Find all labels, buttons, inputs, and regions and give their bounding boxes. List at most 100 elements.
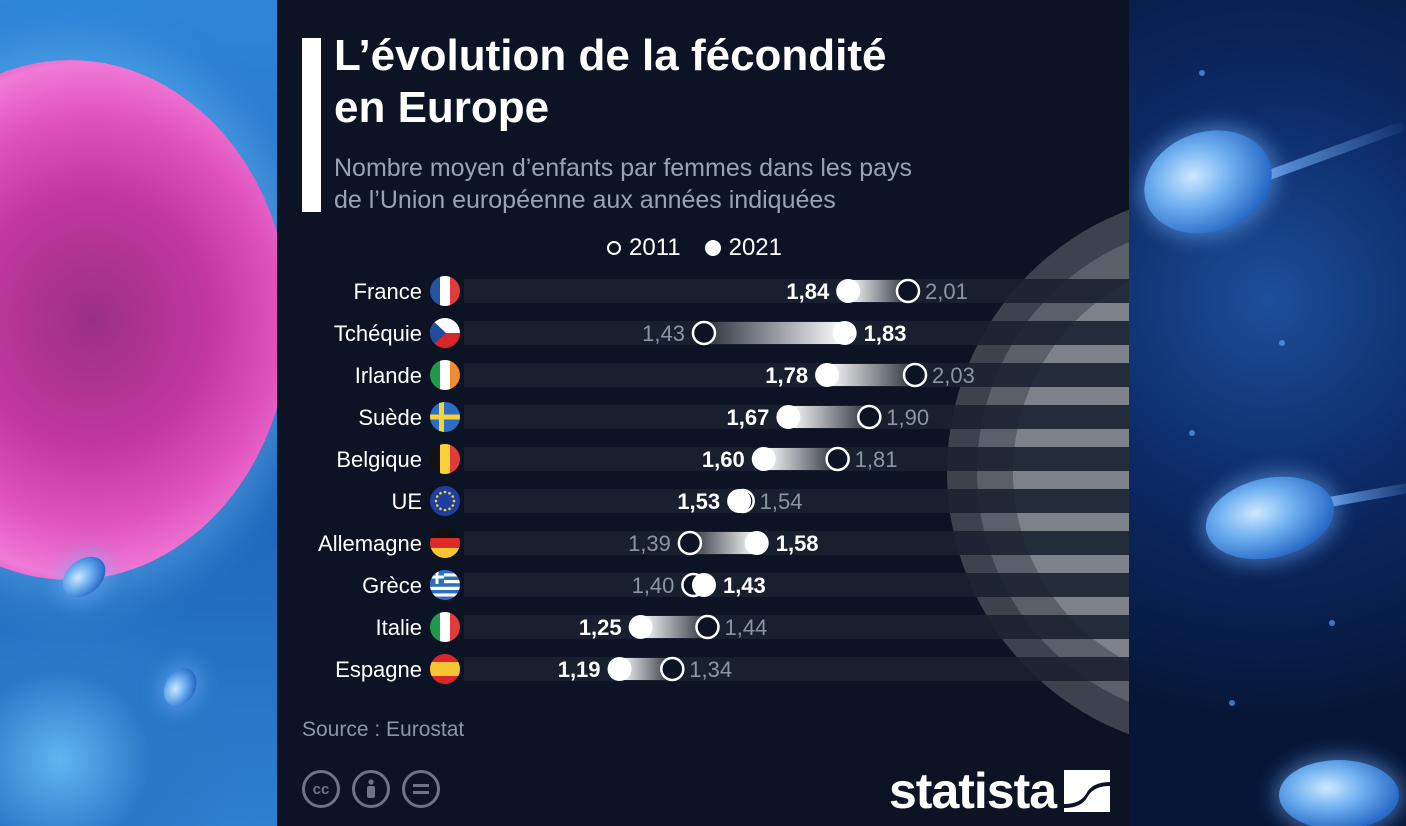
connector-bar (689, 532, 757, 554)
value-label-2021: 1,19 (558, 657, 601, 682)
country-label: Tchéquie (334, 321, 422, 346)
country-label: Grèce (362, 573, 422, 598)
row-band (464, 363, 1129, 387)
row-band (464, 615, 1129, 639)
row-band (464, 657, 1129, 681)
legend: 2011 2021 (607, 232, 806, 264)
value-label-2021: 1,67 (727, 405, 770, 430)
egg-cell-image (0, 60, 277, 580)
dumbbell-chart: France 1,84 2,01 Tchéquie 1,83 1,43 Irlande 1,7… (318, 276, 1129, 684)
connector-bar (788, 406, 870, 428)
value-label-2011: 2,03 (932, 363, 975, 388)
value-label-2021: 1,84 (786, 279, 830, 304)
country-label: Allemagne (318, 531, 422, 556)
license-icons: cc (302, 770, 452, 808)
marker-2011 (691, 320, 717, 346)
infographic-panel: L’évolution de la fécondité en Europe No… (277, 0, 1129, 826)
brand-name: statista (889, 763, 1057, 819)
flag-eu-icon (430, 486, 460, 516)
country-label: Irlande (355, 363, 422, 388)
value-label-2021: 1,25 (579, 615, 622, 640)
connector-bar (827, 364, 916, 386)
flag-czechia-icon (430, 318, 460, 348)
creative-commons-icon[interactable]: cc (302, 770, 340, 808)
marker-2011 (895, 278, 921, 304)
value-label-2011: 1,39 (628, 531, 671, 556)
marker-2011 (695, 614, 720, 640)
row-band (464, 279, 1129, 303)
marker-2021 (607, 657, 632, 681)
marker-2021 (628, 615, 653, 639)
marker-2021 (751, 447, 776, 471)
connector-bar (619, 658, 673, 680)
sperm-image (1279, 760, 1399, 826)
chart-subtitle: Nombre moyen d’enfants par femmes dans l… (334, 154, 913, 214)
legend-item-2021: 2021 (704, 234, 782, 262)
marker-2011 (825, 446, 850, 472)
marker-2011 (677, 530, 703, 556)
flag-belgium-icon (430, 444, 460, 474)
marker-2021 (691, 573, 716, 597)
sperm-image (1198, 465, 1342, 571)
country-label: Italie (376, 615, 422, 640)
country-label: Suède (358, 405, 422, 430)
flag-greece-icon (430, 570, 460, 600)
value-label-2011: 1,40 (632, 573, 675, 598)
row-band (464, 573, 1129, 597)
marker-2021 (836, 279, 861, 303)
value-label-2021: 1,83 (864, 321, 907, 346)
flag-germany-icon (430, 528, 460, 558)
country-label: Belgique (336, 447, 422, 472)
filled-marker-icon (704, 240, 721, 256)
country-label: Espagne (335, 657, 422, 682)
value-label-2011: 1,54 (760, 489, 803, 514)
no-derivatives-icon[interactable] (402, 770, 440, 808)
marker-2021 (727, 489, 752, 513)
chart-title: L’évolution de la fécondité en Europe (334, 31, 887, 132)
flag-ireland-icon (430, 360, 460, 390)
marker-2011 (857, 404, 882, 430)
value-label-2011: 1,34 (689, 657, 732, 682)
sperm-image (157, 662, 203, 712)
value-label-2021: 1,43 (723, 573, 766, 598)
marker-2021 (815, 363, 840, 387)
title-accent-bar (302, 38, 321, 212)
background-right-image (1129, 0, 1406, 826)
value-label-2021: 1,58 (776, 531, 819, 556)
sperm-image (1130, 114, 1286, 250)
marker-2021 (776, 405, 801, 429)
statista-logo[interactable]: statista (889, 762, 1111, 820)
flag-france-icon (430, 276, 460, 306)
marker-2021 (744, 531, 769, 555)
legend-label-2011: 2011 (629, 234, 681, 261)
value-label-2011: 1,43 (642, 321, 685, 346)
legend-label-2021: 2021 (728, 234, 782, 261)
marker-2011 (902, 362, 928, 388)
ring-marker-icon (607, 241, 621, 255)
row-band (464, 489, 1129, 513)
value-label-2011: 2,01 (925, 279, 968, 304)
country-label: UE (391, 489, 422, 514)
marker-2021 (832, 321, 857, 345)
connector-bar (640, 616, 708, 638)
connector-bar (703, 322, 845, 344)
flag-sweden-icon (430, 402, 460, 432)
value-label-2011: 1,81 (855, 447, 898, 472)
marker-2011 (660, 656, 685, 682)
value-label-2011: 1,44 (724, 615, 767, 640)
background-left-image (0, 0, 277, 826)
source-note: Source : Eurostat (302, 718, 465, 741)
connector-bar (848, 280, 908, 302)
statista-mark-icon (1064, 770, 1111, 812)
attribution-icon[interactable] (352, 770, 390, 808)
country-label: France (354, 279, 422, 304)
connector-bar (763, 448, 838, 470)
value-label-2011: 1,90 (886, 405, 929, 430)
value-label-2021: 1,78 (765, 363, 808, 388)
flag-spain-icon (430, 654, 460, 684)
flag-italy-icon (430, 612, 460, 642)
row-band (464, 531, 1129, 555)
value-label-2021: 1,60 (702, 447, 745, 472)
legend-item-2011: 2011 (607, 234, 681, 262)
value-label-2021: 1,53 (677, 489, 720, 514)
